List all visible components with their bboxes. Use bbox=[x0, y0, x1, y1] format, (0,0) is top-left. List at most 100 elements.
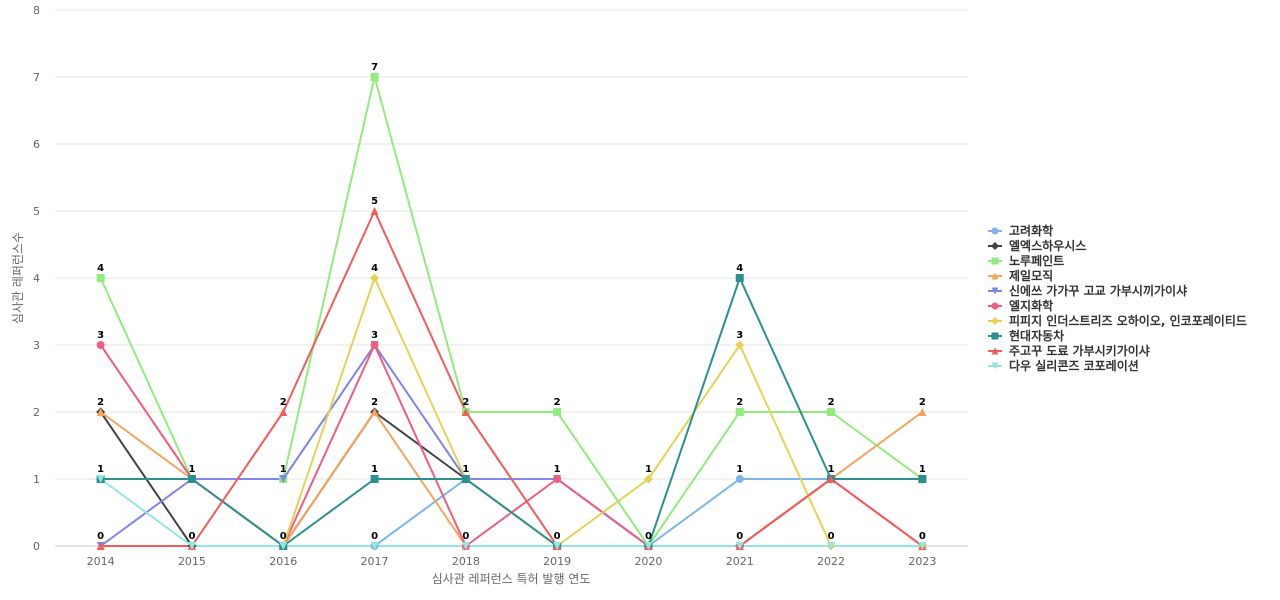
data-point bbox=[96, 341, 105, 349]
legend-item[interactable]: 노루페인트 bbox=[988, 253, 1064, 268]
data-point bbox=[827, 542, 836, 550]
data-label: 1 bbox=[188, 464, 195, 475]
data-point bbox=[735, 340, 745, 350]
data-label: 3 bbox=[736, 330, 743, 341]
data-point bbox=[918, 475, 927, 483]
data-label: 0 bbox=[188, 531, 195, 542]
data-point bbox=[187, 542, 196, 550]
legend-item[interactable]: 현대자동차 bbox=[988, 328, 1064, 343]
legend-item[interactable]: 엘지화학 bbox=[988, 298, 1053, 313]
data-label: 1 bbox=[371, 464, 378, 475]
data-point bbox=[370, 542, 379, 550]
y-tick-label: 7 bbox=[33, 71, 40, 84]
legend-marker bbox=[991, 317, 999, 325]
data-labels: 4 3 2 1 0 1 0 2 1 0 7 5 4 3 2 1 0 2 1 0 2 1 0 1 0 4 3 2 1 0 2 1 0 2 1 0 bbox=[97, 62, 926, 542]
y-tick-label: 0 bbox=[33, 540, 40, 553]
data-label: 0 bbox=[280, 531, 287, 542]
data-point bbox=[553, 475, 562, 483]
legend-item[interactable]: 피피지 인더스트리즈 오하이오, 인코포레이티드 bbox=[988, 313, 1247, 328]
series-line bbox=[100, 344, 923, 547]
x-tick-label: 2016 bbox=[269, 555, 297, 568]
legend-label: 피피지 인더스트리즈 오하이오, 인코포레이티드 bbox=[1009, 313, 1247, 328]
legend-item[interactable]: 고려화학 bbox=[988, 223, 1053, 238]
legend-label: 엘엑스하우시스 bbox=[1009, 238, 1086, 253]
data-label: 1 bbox=[919, 464, 926, 475]
data-point bbox=[279, 475, 288, 483]
legend-label: 주고꾸 도료 가부시키가이샤 bbox=[1009, 343, 1150, 358]
data-label: 1 bbox=[280, 464, 287, 475]
data-label: 1 bbox=[462, 464, 469, 475]
data-point bbox=[370, 207, 379, 215]
data-point bbox=[279, 408, 288, 416]
x-tick-label: 2021 bbox=[726, 555, 754, 568]
data-point bbox=[735, 475, 744, 483]
data-point bbox=[553, 408, 562, 416]
series-markers bbox=[96, 73, 927, 551]
y-tick-label: 1 bbox=[33, 473, 40, 486]
data-point bbox=[96, 542, 105, 550]
data-point bbox=[643, 474, 653, 484]
legend-item[interactable]: 주고꾸 도료 가부시키가이샤 bbox=[988, 343, 1150, 358]
data-point bbox=[96, 475, 105, 483]
data-label: 2 bbox=[554, 397, 561, 408]
data-point bbox=[370, 408, 379, 416]
legend-label: 고려화학 bbox=[1009, 223, 1053, 238]
legend-label: 제일모직 bbox=[1009, 268, 1053, 283]
data-label: 0 bbox=[462, 531, 469, 542]
legend-label: 다우 실리콘즈 코포레이션 bbox=[1009, 358, 1139, 373]
data-label: 0 bbox=[97, 531, 104, 542]
legend-label: 신에쓰 가가꾸 고교 가부시끼가이샤 bbox=[1009, 283, 1187, 298]
data-point bbox=[735, 274, 744, 282]
data-label: 5 bbox=[371, 196, 378, 207]
x-tick-label: 2018 bbox=[452, 555, 480, 568]
data-label: 2 bbox=[736, 397, 743, 408]
y-tick-label: 3 bbox=[33, 339, 40, 352]
data-label: 0 bbox=[645, 531, 652, 542]
y-axis-ticks: 0 1 2 3 4 5 6 7 8 bbox=[33, 4, 40, 553]
data-label: 2 bbox=[919, 397, 926, 408]
legend-marker bbox=[991, 302, 999, 310]
data-point bbox=[827, 475, 836, 483]
data-label: 4 bbox=[97, 263, 104, 274]
legend-label: 엘지화학 bbox=[1009, 298, 1053, 313]
data-point bbox=[918, 542, 927, 550]
legend-item[interactable]: 다우 실리콘즈 코포레이션 bbox=[988, 358, 1139, 373]
x-axis-ticks: 2014 2015 2016 2017 2018 2019 2020 2021 2022 2023 bbox=[87, 555, 937, 568]
data-label: 0 bbox=[371, 531, 378, 542]
legend-item[interactable]: 엘엑스하우시스 bbox=[988, 238, 1086, 253]
data-label: 2 bbox=[97, 397, 104, 408]
data-point bbox=[370, 73, 379, 81]
data-point bbox=[187, 475, 196, 483]
series-line bbox=[99, 344, 923, 547]
y-tick-label: 6 bbox=[33, 138, 40, 151]
data-point bbox=[96, 274, 105, 282]
legend-marker bbox=[991, 257, 999, 265]
data-point bbox=[735, 542, 744, 550]
x-tick-label: 2015 bbox=[178, 555, 206, 568]
data-label: 2 bbox=[828, 397, 835, 408]
legend-item[interactable]: 신에쓰 가가꾸 고교 가부시끼가이샤 bbox=[988, 283, 1187, 298]
data-label: 4 bbox=[736, 263, 743, 274]
data-label: 1 bbox=[736, 464, 743, 475]
x-axis-title: 심사관 레퍼런스 특허 발행 연도 bbox=[432, 571, 591, 586]
data-label: 2 bbox=[462, 397, 469, 408]
data-label: 7 bbox=[371, 62, 378, 73]
y-axis-title: 심사관 레퍼런스수 bbox=[11, 232, 25, 324]
data-point bbox=[553, 542, 562, 550]
data-point bbox=[461, 475, 470, 483]
data-label: 1 bbox=[97, 464, 104, 475]
data-point bbox=[827, 408, 836, 416]
legend-marker bbox=[991, 332, 999, 340]
data-label: 4 bbox=[371, 263, 378, 274]
legend-label: 현대자동차 bbox=[1009, 328, 1064, 343]
data-point bbox=[735, 408, 744, 416]
x-tick-label: 2023 bbox=[908, 555, 936, 568]
x-tick-label: 2014 bbox=[87, 555, 115, 568]
x-tick-label: 2022 bbox=[817, 555, 845, 568]
data-point bbox=[96, 408, 105, 416]
data-label: 2 bbox=[280, 397, 287, 408]
data-point bbox=[370, 341, 379, 349]
legend-item[interactable]: 제일모직 bbox=[988, 268, 1053, 283]
